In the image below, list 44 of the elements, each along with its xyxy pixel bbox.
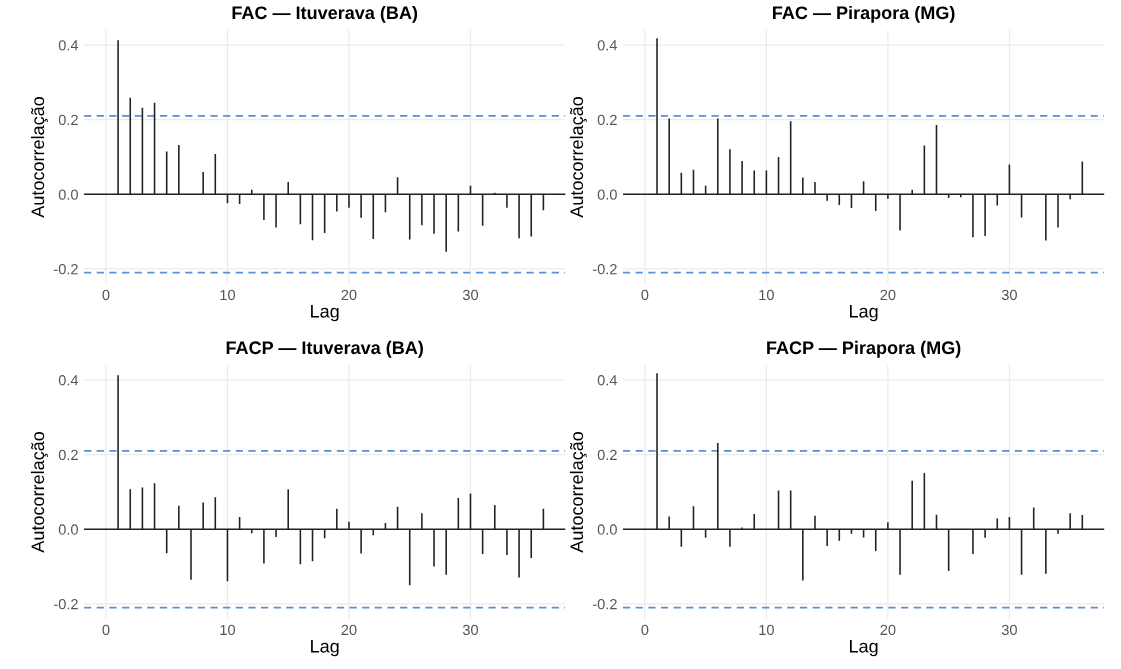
x-tick-label: 10 [220, 624, 235, 636]
y-tick-label: 0.4 [58, 375, 79, 386]
x-tick-label: 0 [102, 289, 110, 301]
x-tick-label: 20 [880, 624, 896, 636]
y-tick-label: 0.0 [58, 524, 78, 535]
x-axis-title: Lag [311, 305, 339, 322]
x-tick-label: 20 [880, 289, 896, 301]
x-tick-label: 20 [341, 624, 357, 636]
x-tick-label: 30 [462, 289, 479, 301]
y-tick-label: 0.4 [597, 40, 618, 51]
y-tick-label: 0.4 [597, 375, 618, 386]
chart-title: FACP — Pirapora (MG) [767, 340, 961, 358]
x-tick-label: 30 [462, 624, 479, 636]
y-axis-title: Autocorrelação [30, 431, 48, 553]
chart-title: FACP — Ituverava (BA) [226, 340, 423, 358]
y-tick-label: 0.0 [58, 189, 78, 200]
x-tick-label: 10 [759, 624, 774, 636]
y-tick-label: 0.2 [597, 114, 617, 126]
chart-title: FAC — Pirapora (MG) [773, 5, 955, 23]
y-tick-label: -0.2 [592, 599, 617, 610]
y-tick-label: 0.2 [597, 449, 617, 461]
y-tick-label: 0.4 [58, 40, 79, 51]
y-tick-label: 0.2 [58, 114, 78, 126]
x-tick-label: 10 [759, 289, 774, 301]
x-axis-title: Lag [850, 305, 878, 322]
x-tick-label: 30 [1001, 289, 1017, 301]
x-tick-label: 10 [220, 289, 235, 301]
x-axis-title: Lag [311, 640, 339, 657]
y-tick-label: -0.2 [54, 264, 78, 275]
y-tick-label: 0.0 [597, 189, 617, 200]
x-axis-title: Lag [850, 640, 878, 657]
y-tick-label: -0.2 [54, 599, 78, 610]
x-tick-label: 0 [102, 624, 110, 636]
x-tick-label: 30 [1001, 624, 1017, 636]
y-axis-title: Autocorrelação [30, 97, 48, 218]
y-axis-title: Autocorrelação [569, 97, 587, 218]
x-tick-label: 20 [341, 289, 357, 301]
y-tick-label: 0.0 [597, 524, 617, 535]
chart-title: FAC — Ituverava (BA) [232, 5, 418, 23]
x-tick-label: 0 [641, 624, 649, 636]
x-tick-label: 0 [641, 289, 649, 301]
y-axis-title: Autocorrelação [569, 431, 587, 553]
y-tick-label: 0.2 [58, 449, 78, 461]
y-tick-label: -0.2 [592, 264, 617, 275]
